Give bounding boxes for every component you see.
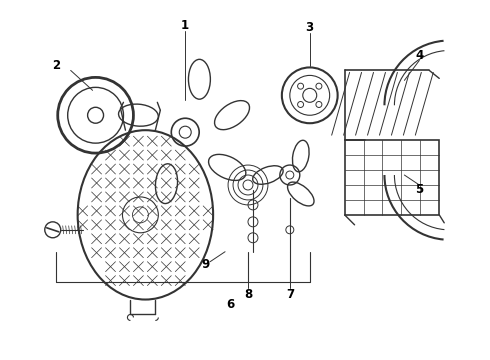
Text: 9: 9 bbox=[201, 258, 209, 271]
Text: 4: 4 bbox=[415, 49, 423, 62]
Text: 7: 7 bbox=[286, 288, 294, 301]
Text: 8: 8 bbox=[244, 288, 252, 301]
Text: 2: 2 bbox=[51, 59, 60, 72]
Text: 3: 3 bbox=[306, 21, 314, 34]
Bar bbox=[344, 140, 439, 215]
Text: 6: 6 bbox=[226, 298, 234, 311]
Text: 1: 1 bbox=[181, 19, 189, 32]
Text: 5: 5 bbox=[415, 184, 423, 197]
